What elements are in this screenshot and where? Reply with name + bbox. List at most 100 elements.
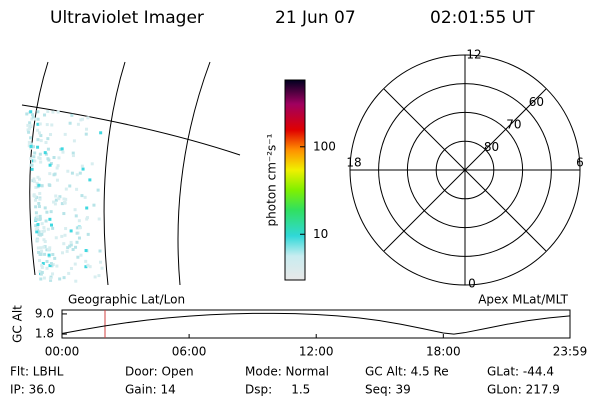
polar-hour-label: 6 bbox=[576, 156, 584, 170]
aurora-pixel bbox=[60, 234, 64, 238]
aurora-pixel bbox=[76, 255, 80, 259]
polar-hour-label: 12 bbox=[466, 48, 481, 62]
aurora-pixel bbox=[42, 245, 46, 249]
aurora-pixel bbox=[25, 112, 29, 116]
aurora-pixel bbox=[97, 217, 101, 221]
aurora-pixel bbox=[30, 163, 34, 167]
aurora-pixel bbox=[43, 240, 47, 244]
aurora-pixel bbox=[68, 244, 72, 248]
polar-ring-label: 80 bbox=[484, 140, 499, 154]
aurora-pixel bbox=[73, 208, 77, 212]
aurora-pixel bbox=[33, 179, 37, 183]
aurora-pixel bbox=[35, 181, 39, 185]
aurora-pixel bbox=[62, 276, 66, 280]
aurora-pixel bbox=[31, 179, 35, 183]
aurora-pixel bbox=[86, 116, 90, 120]
aurora-pixel bbox=[50, 223, 54, 227]
aurora-pixel bbox=[53, 202, 57, 206]
aurora-pixel bbox=[72, 139, 76, 143]
aurora-pixel bbox=[39, 277, 43, 281]
aurora-pixel bbox=[77, 226, 81, 230]
aurora-pixel bbox=[32, 145, 36, 149]
aurora-pixel bbox=[50, 123, 54, 127]
aurora-pixel bbox=[44, 152, 48, 156]
aurora-pixel bbox=[54, 236, 58, 240]
aurora-pixel bbox=[66, 169, 70, 173]
y-tick-label: 9.0 bbox=[35, 306, 54, 320]
aurora-pixel bbox=[45, 248, 49, 252]
aurora-pixel bbox=[43, 151, 47, 155]
polar-grid bbox=[349, 54, 581, 286]
aurora-pixel bbox=[48, 264, 52, 268]
aurora-pixel bbox=[48, 183, 52, 187]
aurora-pixel bbox=[64, 227, 68, 231]
aurora-pixel bbox=[31, 115, 35, 119]
aurora-pixel bbox=[38, 218, 42, 222]
colorbar-label: photon cm⁻²s⁻¹ bbox=[265, 133, 279, 226]
aurora-pixel bbox=[33, 198, 37, 202]
status-field: Flt: LBHL bbox=[10, 365, 64, 379]
aurora-pixel bbox=[36, 138, 40, 142]
aurora-pixel bbox=[27, 140, 31, 144]
aurora-pixel bbox=[69, 267, 73, 271]
aurora-pixel bbox=[69, 243, 73, 247]
aurora-pixel bbox=[75, 187, 79, 191]
aurora-pixel bbox=[34, 211, 38, 215]
aurora-pixel bbox=[77, 219, 81, 223]
x-tick-label: 23:59 bbox=[553, 345, 588, 359]
aurora-pixel bbox=[88, 178, 92, 182]
aurora-pixel bbox=[48, 163, 52, 167]
map-grid bbox=[21, 104, 241, 156]
polar-ring-label: 70 bbox=[506, 118, 521, 132]
aurora-pixel bbox=[79, 253, 83, 257]
aurora-pixel bbox=[62, 197, 66, 201]
aurora-pixel bbox=[55, 178, 59, 182]
aurora-pixel bbox=[68, 184, 72, 188]
aurora-pixel bbox=[85, 206, 89, 210]
aurora-pixel bbox=[29, 124, 33, 128]
aurora-pixel bbox=[60, 251, 64, 255]
aurora-pixel bbox=[85, 216, 89, 220]
aurora-pixel bbox=[48, 246, 52, 250]
aurora-pixel bbox=[85, 217, 89, 221]
aurora-pixel bbox=[98, 249, 102, 253]
altitude-line bbox=[61, 312, 571, 335]
aurora-pixel bbox=[30, 167, 34, 171]
aurora-pixel bbox=[43, 206, 47, 210]
aurora-pixel bbox=[34, 227, 38, 231]
x-tick-label: 06:00 bbox=[172, 345, 207, 359]
aurora-pixel bbox=[70, 113, 74, 117]
image-map bbox=[21, 61, 241, 285]
aurora-pixel bbox=[51, 110, 55, 114]
aurora-pixel bbox=[43, 113, 47, 117]
colorbar-tick-label: 10 bbox=[313, 227, 328, 241]
aurora-pixel bbox=[49, 275, 53, 279]
aurora-pixel bbox=[86, 263, 90, 267]
status-field: Gain: 14 bbox=[125, 383, 176, 397]
aurora-pixel bbox=[49, 133, 53, 137]
aurora-pixel bbox=[36, 246, 40, 250]
aurora-pixel bbox=[54, 194, 58, 198]
aurora-pixel bbox=[38, 122, 42, 126]
aurora-pixel bbox=[77, 236, 81, 240]
aurora-pixel bbox=[34, 218, 38, 222]
aurora-pixel bbox=[49, 278, 53, 282]
aurora-pixel bbox=[60, 202, 64, 206]
aurora-pixel bbox=[76, 122, 80, 126]
aurora-pixel bbox=[55, 264, 59, 268]
aurora-pixel bbox=[33, 117, 37, 121]
aurora-pixel bbox=[65, 249, 69, 253]
aurora-pixel bbox=[46, 110, 50, 114]
aurora-pixel bbox=[83, 195, 87, 199]
date: 21 Jun 07 bbox=[275, 8, 356, 28]
polar-hour-label: 0 bbox=[468, 277, 476, 291]
aurora-pixel bbox=[38, 269, 42, 273]
aurora-pixel bbox=[36, 117, 40, 121]
aurora-pixel bbox=[62, 212, 66, 216]
aurora-pixel bbox=[70, 171, 74, 175]
aurora-pixel bbox=[93, 275, 97, 279]
aurora-pixel bbox=[27, 127, 31, 131]
aurora-pixel bbox=[49, 162, 53, 166]
aurora-pixel bbox=[47, 247, 51, 251]
aurora-pixel bbox=[96, 188, 100, 192]
